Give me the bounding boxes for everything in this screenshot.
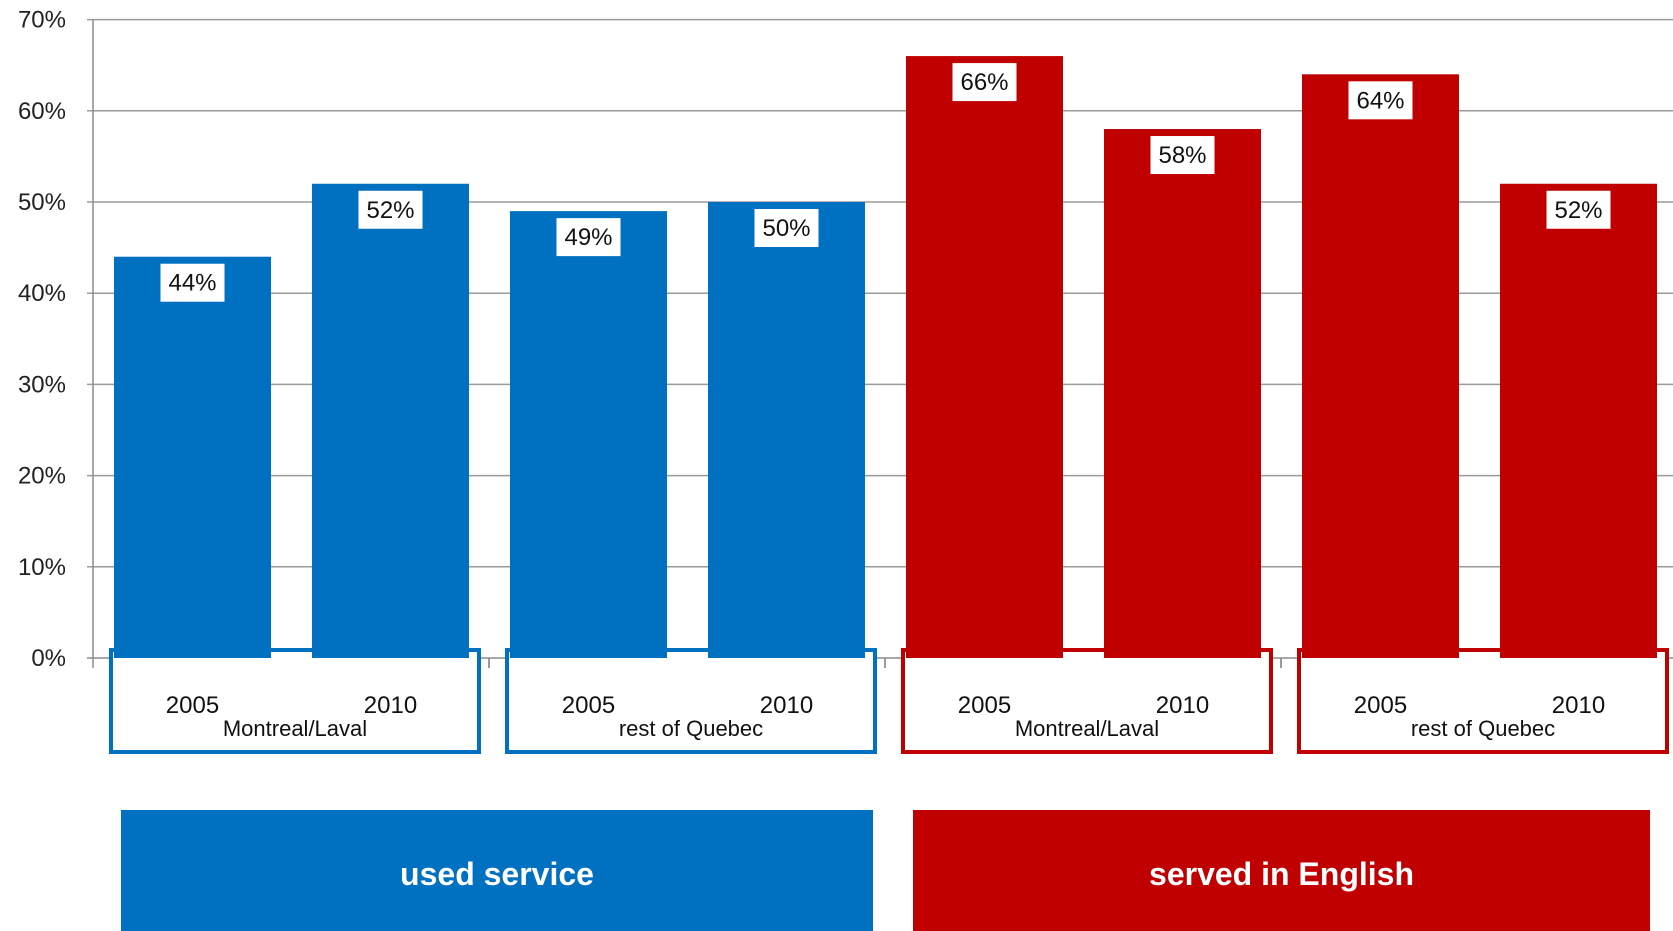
group-label: rest of Quebec — [619, 716, 763, 741]
bar — [510, 211, 667, 658]
x-category-label: 2010 — [364, 692, 417, 719]
data-label-box — [160, 263, 225, 302]
bar — [1104, 129, 1261, 659]
bars — [114, 56, 1657, 659]
section-banner — [913, 810, 1650, 931]
y-tick-label: 30% — [18, 371, 66, 398]
group-label: rest of Quebec — [1411, 716, 1555, 741]
data-label-box — [754, 209, 819, 247]
group-label: Montreal/Laval — [223, 716, 367, 741]
category-box — [505, 648, 877, 754]
data-label: 64% — [1356, 87, 1404, 114]
data-label-box — [556, 218, 621, 257]
x-category-label: 2005 — [1354, 692, 1407, 719]
x-category-label: 2005 — [562, 692, 615, 719]
bar — [114, 256, 271, 658]
category-box — [1297, 648, 1669, 754]
data-label-box — [1348, 81, 1413, 120]
section-banner-label: served in English — [1149, 856, 1414, 892]
bar — [1302, 74, 1459, 658]
y-tick-label: 0% — [31, 645, 66, 672]
data-label: 50% — [762, 215, 810, 242]
category-box — [109, 648, 481, 754]
section-banner-label: used service — [400, 856, 594, 892]
x-category-label: 2005 — [958, 692, 1011, 719]
data-label: 58% — [1158, 142, 1206, 169]
data-label: 66% — [960, 69, 1008, 96]
data-label-box — [358, 190, 423, 229]
bar — [906, 56, 1063, 658]
y-axis: 0% 10% 20% 30% 40% 50% 60% 70% — [18, 7, 1480, 672]
y-tick-label: 70% — [18, 7, 66, 34]
bar — [1500, 183, 1657, 658]
x-category-label: 2010 — [1156, 692, 1209, 719]
data-labels: 44%200552%2010Montreal/Laval49%200550%20… — [160, 63, 1611, 741]
bar — [708, 202, 865, 658]
category-boxes — [109, 648, 1669, 754]
data-label: 44% — [168, 270, 216, 297]
x-category-label: 2005 — [166, 692, 219, 719]
category-box — [901, 648, 1273, 754]
x-category-label: 2010 — [760, 692, 813, 719]
data-label-box — [952, 63, 1017, 102]
data-label: 52% — [366, 197, 414, 224]
section-banner — [121, 810, 873, 931]
data-label-box — [1546, 190, 1611, 229]
y-tick-label: 20% — [18, 463, 66, 490]
y-tick-label: 60% — [18, 98, 66, 125]
data-label: 49% — [564, 224, 612, 251]
y-tick-label: 40% — [18, 280, 66, 307]
y-tick-label: 50% — [18, 189, 66, 216]
section-banners: used service served in English — [121, 810, 1650, 931]
y-tick-label: 10% — [18, 554, 66, 581]
x-category-label: 2010 — [1552, 692, 1605, 719]
data-label-box — [1150, 136, 1215, 175]
group-label: Montreal/Laval — [1015, 716, 1159, 741]
data-label: 52% — [1554, 197, 1602, 224]
bar — [312, 183, 469, 658]
